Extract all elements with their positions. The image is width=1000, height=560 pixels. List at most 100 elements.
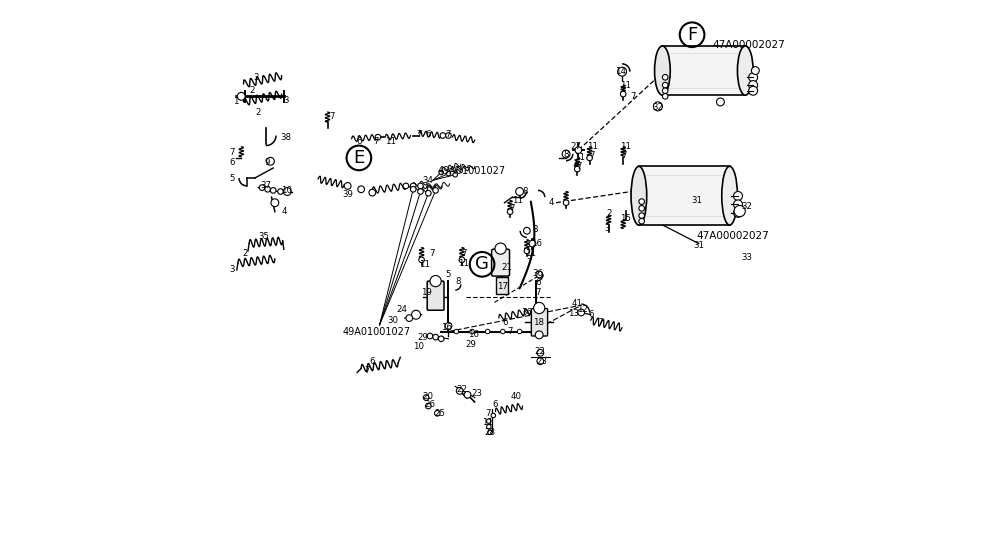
Text: 2: 2: [250, 86, 255, 95]
Circle shape: [578, 309, 585, 316]
Text: 16: 16: [531, 239, 542, 248]
Circle shape: [375, 134, 381, 140]
Ellipse shape: [655, 46, 670, 95]
Circle shape: [491, 413, 496, 418]
Circle shape: [495, 243, 506, 254]
Circle shape: [507, 209, 513, 214]
Text: 7: 7: [622, 151, 627, 160]
Circle shape: [716, 98, 724, 106]
Circle shape: [662, 82, 668, 88]
Text: 8: 8: [455, 277, 461, 286]
Circle shape: [418, 183, 423, 189]
Circle shape: [412, 310, 420, 319]
Text: 30: 30: [387, 316, 398, 325]
Text: 4: 4: [549, 198, 554, 207]
Text: 9: 9: [265, 158, 270, 167]
Circle shape: [749, 86, 758, 95]
Circle shape: [427, 333, 433, 339]
Circle shape: [459, 257, 465, 263]
Text: 49A01001027: 49A01001027: [342, 326, 410, 337]
Text: 21: 21: [501, 263, 512, 272]
Circle shape: [283, 188, 291, 195]
Circle shape: [537, 349, 544, 356]
Circle shape: [574, 166, 580, 172]
Circle shape: [446, 171, 451, 176]
Circle shape: [734, 206, 745, 217]
Circle shape: [470, 329, 474, 334]
Circle shape: [662, 94, 668, 99]
Text: 33: 33: [741, 253, 752, 262]
Text: 7: 7: [526, 258, 532, 267]
Text: 1: 1: [233, 97, 238, 106]
Circle shape: [464, 391, 471, 398]
Circle shape: [524, 248, 530, 254]
Text: 8: 8: [522, 187, 528, 196]
Text: 32: 32: [741, 202, 752, 211]
Text: 28: 28: [484, 428, 495, 437]
Bar: [662, 46, 745, 95]
Text: 25: 25: [434, 409, 445, 418]
Circle shape: [662, 74, 668, 80]
Ellipse shape: [722, 166, 737, 225]
Text: 6: 6: [356, 137, 362, 146]
Text: 7: 7: [364, 366, 369, 375]
Text: 11: 11: [620, 142, 632, 151]
Text: 11: 11: [419, 260, 430, 269]
Text: 7: 7: [510, 204, 515, 213]
Text: 29: 29: [465, 340, 476, 349]
Text: 27: 27: [570, 142, 581, 151]
Text: 3: 3: [283, 96, 289, 105]
Text: 11: 11: [385, 137, 396, 146]
Text: 6: 6: [588, 310, 593, 319]
Text: 11: 11: [574, 153, 585, 162]
Circle shape: [653, 102, 662, 111]
Text: 47A00002027: 47A00002027: [696, 231, 769, 241]
FancyBboxPatch shape: [492, 249, 510, 276]
Text: 6: 6: [535, 278, 541, 287]
Circle shape: [524, 227, 530, 234]
Text: 17: 17: [497, 282, 508, 291]
Text: 11: 11: [512, 196, 523, 205]
Text: 22: 22: [535, 347, 546, 356]
Circle shape: [620, 91, 626, 97]
Circle shape: [369, 189, 376, 196]
Circle shape: [751, 67, 759, 74]
Text: 2: 2: [242, 249, 248, 258]
Text: 16: 16: [468, 330, 479, 339]
Text: 6: 6: [230, 158, 235, 167]
Text: 6: 6: [503, 318, 508, 326]
Text: 36: 36: [521, 308, 532, 317]
Circle shape: [487, 419, 491, 423]
Text: 5: 5: [230, 174, 235, 183]
Circle shape: [426, 403, 431, 409]
Text: 8: 8: [532, 225, 537, 234]
Circle shape: [445, 323, 452, 329]
Text: 29: 29: [417, 333, 428, 342]
Text: 10: 10: [281, 186, 292, 195]
Text: 26: 26: [424, 400, 436, 409]
Circle shape: [488, 430, 492, 435]
Circle shape: [749, 73, 758, 82]
Text: 34: 34: [423, 176, 434, 185]
Text: 31: 31: [693, 241, 704, 250]
Ellipse shape: [631, 166, 647, 225]
Text: 24: 24: [396, 305, 408, 314]
Circle shape: [734, 200, 742, 209]
Text: 7: 7: [590, 151, 595, 160]
Text: 22: 22: [456, 385, 467, 394]
Text: G: G: [475, 255, 489, 273]
Text: 7: 7: [507, 327, 513, 336]
Text: 7: 7: [373, 137, 378, 146]
Text: 41: 41: [572, 299, 583, 308]
Text: 39: 39: [342, 190, 353, 199]
Text: 4: 4: [282, 207, 287, 216]
Circle shape: [271, 199, 279, 207]
Circle shape: [454, 329, 459, 334]
Text: 23: 23: [536, 357, 548, 366]
Circle shape: [434, 410, 440, 416]
Text: 3: 3: [254, 73, 259, 82]
Text: 7: 7: [597, 318, 602, 326]
Circle shape: [562, 150, 570, 158]
Circle shape: [406, 315, 413, 321]
Circle shape: [265, 186, 270, 192]
